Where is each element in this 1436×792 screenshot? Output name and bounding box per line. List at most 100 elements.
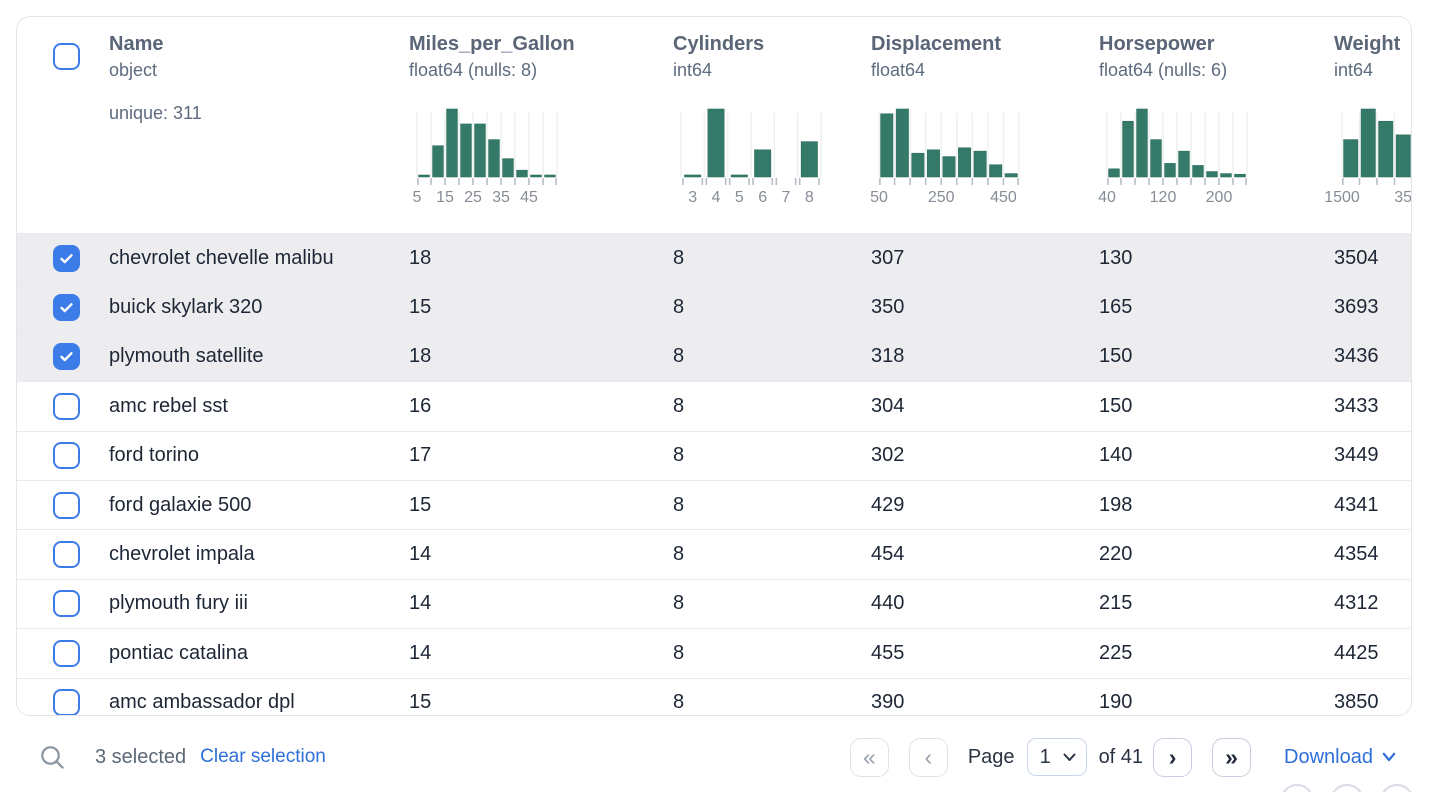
cell-cylinders: 8 bbox=[673, 691, 685, 714]
column-dtype: float64 bbox=[871, 60, 926, 80]
cell-name: buick skylark 320 bbox=[109, 296, 263, 319]
cell-horsepower: 150 bbox=[1099, 394, 1133, 417]
row-checkbox-cell bbox=[17, 294, 107, 322]
cell-name: amc ambassador dpl bbox=[109, 691, 295, 714]
select-all-checkbox[interactable] bbox=[53, 43, 80, 70]
cell-miles-per-gallon: 15 bbox=[409, 296, 432, 319]
table-row[interactable]: chevrolet chevelle malibu 18 8 307 130 3… bbox=[17, 233, 1411, 283]
chevrons-left-icon: « bbox=[862, 743, 876, 770]
column-dtype: int64 bbox=[673, 60, 713, 80]
check-icon bbox=[60, 352, 73, 362]
last-page-button[interactable]: » bbox=[1212, 737, 1252, 777]
column-unique-count: unique: 311 bbox=[109, 103, 202, 123]
svg-text:3500: 3500 bbox=[1394, 189, 1412, 206]
svg-text:120: 120 bbox=[1150, 189, 1177, 206]
cell-name: ford torino bbox=[109, 444, 200, 467]
cell-name: chevrolet impala bbox=[109, 543, 255, 566]
svg-text:45: 45 bbox=[520, 189, 538, 206]
svg-text:35: 35 bbox=[492, 189, 510, 206]
svg-text:250: 250 bbox=[928, 189, 955, 206]
column-header-horsepower[interactable]: Horsepower float64 (nulls: 6) 40 120 200 bbox=[1097, 17, 1332, 233]
column-header-name[interactable]: Name object unique: 311 bbox=[107, 17, 407, 233]
page-label: Page bbox=[967, 745, 1015, 768]
column-header-miles-per-gallon[interactable]: Miles_per_Gallon float64 (nulls: 8) 5 15 2… bbox=[407, 17, 671, 233]
row-checkbox[interactable] bbox=[53, 491, 80, 519]
row-checkbox[interactable] bbox=[53, 442, 80, 470]
cell-displacement: 429 bbox=[871, 493, 905, 516]
row-checkbox[interactable] bbox=[53, 294, 80, 322]
cell-miles-per-gallon: 15 bbox=[409, 493, 432, 516]
column-header-weight[interactable]: Weight int64 1500 3500 bbox=[1324, 17, 1412, 233]
first-page-button[interactable]: « bbox=[849, 737, 889, 777]
row-checkbox[interactable] bbox=[53, 392, 80, 420]
table-row[interactable]: ford galaxie 500 15 8 429 198 4341 bbox=[17, 479, 1411, 529]
column-header-displacement[interactable]: Displacement float64 50 250 450 bbox=[869, 17, 1097, 233]
table-row[interactable]: ford torino 17 8 302 140 3449 bbox=[17, 430, 1411, 480]
table-footer: 3 selected Clear selection « ‹ Page 1 of… bbox=[16, 728, 1396, 786]
previous-page-button[interactable]: ‹ bbox=[908, 737, 948, 777]
cell-miles-per-gallon: 15 bbox=[409, 691, 432, 714]
pagination: « ‹ Page 1 of 41 › » Download bbox=[849, 737, 1396, 777]
cell-weight: 3504 bbox=[1334, 246, 1379, 269]
row-checkbox-cell bbox=[17, 442, 107, 470]
svg-text:15: 15 bbox=[436, 189, 454, 206]
table-row[interactable]: plymouth fury iii 14 8 440 215 4312 bbox=[17, 578, 1411, 628]
svg-text:450: 450 bbox=[990, 189, 1017, 206]
column-dtype: object bbox=[109, 60, 158, 80]
selected-count: 3 selected bbox=[95, 745, 187, 768]
cell-horsepower: 225 bbox=[1099, 641, 1133, 664]
chevron-left-icon: ‹ bbox=[924, 743, 933, 770]
cell-cylinders: 8 bbox=[673, 394, 685, 417]
svg-text:3: 3 bbox=[688, 189, 697, 206]
row-checkbox[interactable] bbox=[53, 541, 80, 569]
cell-horsepower: 165 bbox=[1099, 296, 1133, 319]
cell-displacement: 390 bbox=[871, 691, 905, 714]
cell-miles-per-gallon: 14 bbox=[409, 641, 432, 664]
column-dtype: int64 bbox=[1334, 60, 1374, 80]
cell-cylinders: 8 bbox=[673, 444, 685, 467]
cell-name: ford galaxie 500 bbox=[109, 493, 252, 516]
table-row[interactable]: amc ambassador dpl 15 8 390 190 3850 bbox=[17, 677, 1411, 715]
table-row[interactable]: buick skylark 320 15 8 350 165 3693 bbox=[17, 282, 1411, 332]
next-page-button[interactable]: › bbox=[1153, 737, 1193, 777]
row-checkbox[interactable] bbox=[53, 639, 80, 667]
row-checkbox-cell bbox=[17, 343, 107, 371]
search-icon[interactable] bbox=[38, 743, 66, 771]
cell-weight: 3436 bbox=[1334, 345, 1379, 368]
svg-text:4: 4 bbox=[712, 189, 721, 206]
cell-weight: 4354 bbox=[1334, 543, 1379, 566]
column-title: Weight bbox=[1334, 33, 1401, 55]
cell-cylinders: 8 bbox=[673, 246, 685, 269]
download-label: Download bbox=[1284, 745, 1373, 768]
table-row[interactable]: pontiac catalina 14 8 455 225 4425 bbox=[17, 628, 1411, 677]
cell-miles-per-gallon: 17 bbox=[409, 444, 432, 467]
page-count-label: of 41 bbox=[1098, 745, 1144, 768]
svg-text:25: 25 bbox=[464, 189, 482, 206]
cell-name: plymouth satellite bbox=[109, 345, 264, 368]
row-checkbox[interactable] bbox=[53, 590, 80, 618]
table-row[interactable]: amc rebel sst 16 8 304 150 3433 bbox=[17, 381, 1411, 430]
cell-name: plymouth fury iii bbox=[109, 592, 248, 615]
page-select[interactable]: 1 bbox=[1026, 738, 1087, 776]
histogram-miles-per-gallon: 5 15 25 35 45 bbox=[413, 108, 558, 206]
data-table-card: Name object unique: 311 Miles_per_Gallon… bbox=[16, 16, 1412, 716]
histogram-displacement: 50 250 450 bbox=[870, 108, 1020, 206]
check-icon bbox=[60, 253, 73, 263]
clear-selection-link[interactable]: Clear selection bbox=[200, 746, 326, 767]
download-menu[interactable]: Download bbox=[1284, 746, 1396, 769]
row-checkbox[interactable] bbox=[53, 244, 80, 272]
row-checkbox[interactable] bbox=[53, 343, 80, 371]
column-dtype: float64 (nulls: 8) bbox=[409, 60, 538, 80]
cell-horsepower: 140 bbox=[1099, 444, 1133, 467]
row-checkbox[interactable] bbox=[53, 689, 80, 715]
table-row[interactable]: chevrolet impala 14 8 454 220 4354 bbox=[17, 529, 1411, 578]
column-title: Miles_per_Gallon bbox=[409, 33, 575, 55]
svg-text:7: 7 bbox=[782, 189, 791, 206]
cell-cylinders: 8 bbox=[673, 493, 685, 516]
histogram-horsepower: 40 120 200 bbox=[1098, 108, 1248, 206]
cell-miles-per-gallon: 18 bbox=[409, 345, 432, 368]
table-row[interactable]: plymouth satellite 18 8 318 150 3436 bbox=[17, 331, 1411, 382]
cell-weight: 3433 bbox=[1334, 394, 1379, 417]
